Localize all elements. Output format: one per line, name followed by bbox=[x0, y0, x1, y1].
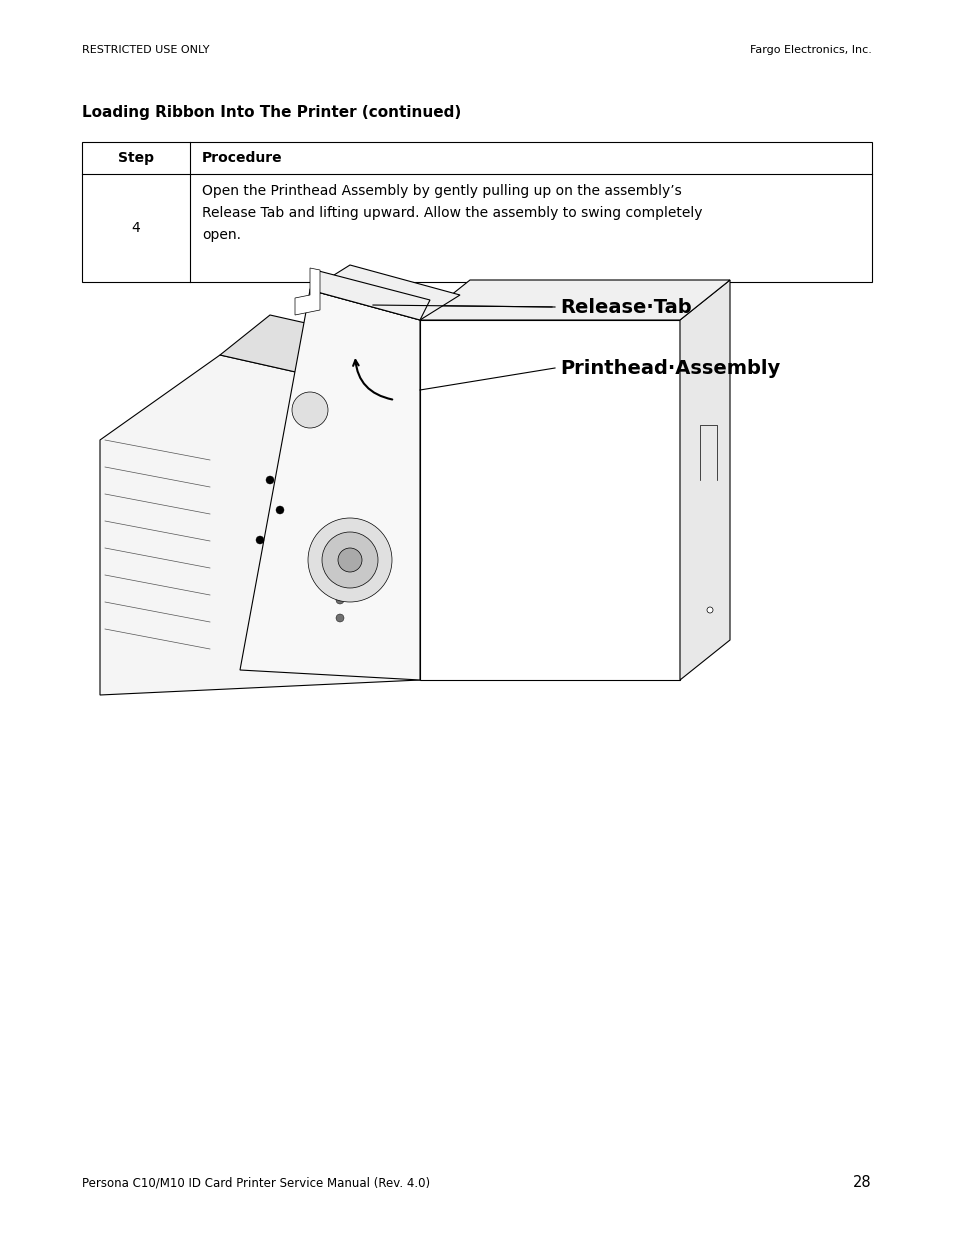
Polygon shape bbox=[294, 268, 319, 315]
Text: RESTRICTED USE ONLY: RESTRICTED USE ONLY bbox=[82, 44, 210, 56]
Circle shape bbox=[308, 517, 392, 601]
Circle shape bbox=[322, 532, 377, 588]
Bar bbox=[82, 142, 871, 282]
Text: Step: Step bbox=[118, 151, 153, 165]
Text: Persona C10/M10 ID Card Printer Service Manual (Rev. 4.0): Persona C10/M10 ID Card Printer Service … bbox=[82, 1177, 430, 1191]
Circle shape bbox=[335, 578, 344, 585]
Text: Procedure: Procedure bbox=[202, 151, 282, 165]
Circle shape bbox=[337, 548, 361, 572]
Circle shape bbox=[292, 391, 328, 429]
Polygon shape bbox=[100, 354, 419, 695]
Polygon shape bbox=[419, 320, 679, 680]
Text: 4: 4 bbox=[132, 221, 140, 235]
Text: open.: open. bbox=[202, 228, 241, 242]
Polygon shape bbox=[310, 266, 459, 320]
Circle shape bbox=[266, 475, 274, 484]
Polygon shape bbox=[310, 590, 399, 650]
Circle shape bbox=[335, 614, 344, 622]
Text: Printhead·Assembly: Printhead·Assembly bbox=[559, 358, 780, 378]
Text: Fargo Electronics, Inc.: Fargo Electronics, Inc. bbox=[749, 44, 871, 56]
Text: Open the Printhead Assembly by gently pulling up on the assembly’s: Open the Printhead Assembly by gently pu… bbox=[202, 184, 681, 198]
Circle shape bbox=[255, 536, 264, 543]
Circle shape bbox=[335, 597, 344, 604]
Polygon shape bbox=[240, 290, 419, 680]
Text: 28: 28 bbox=[853, 1174, 871, 1191]
Polygon shape bbox=[679, 280, 729, 680]
Circle shape bbox=[275, 506, 284, 514]
Text: Loading Ribbon Into The Printer (continued): Loading Ribbon Into The Printer (continu… bbox=[82, 105, 460, 120]
Text: Release·Tab: Release·Tab bbox=[559, 298, 691, 316]
Polygon shape bbox=[220, 315, 470, 400]
Polygon shape bbox=[419, 280, 729, 320]
Circle shape bbox=[706, 606, 712, 613]
Text: Release Tab and lifting upward. Allow the assembly to swing completely: Release Tab and lifting upward. Allow th… bbox=[202, 206, 701, 220]
Polygon shape bbox=[310, 270, 430, 320]
